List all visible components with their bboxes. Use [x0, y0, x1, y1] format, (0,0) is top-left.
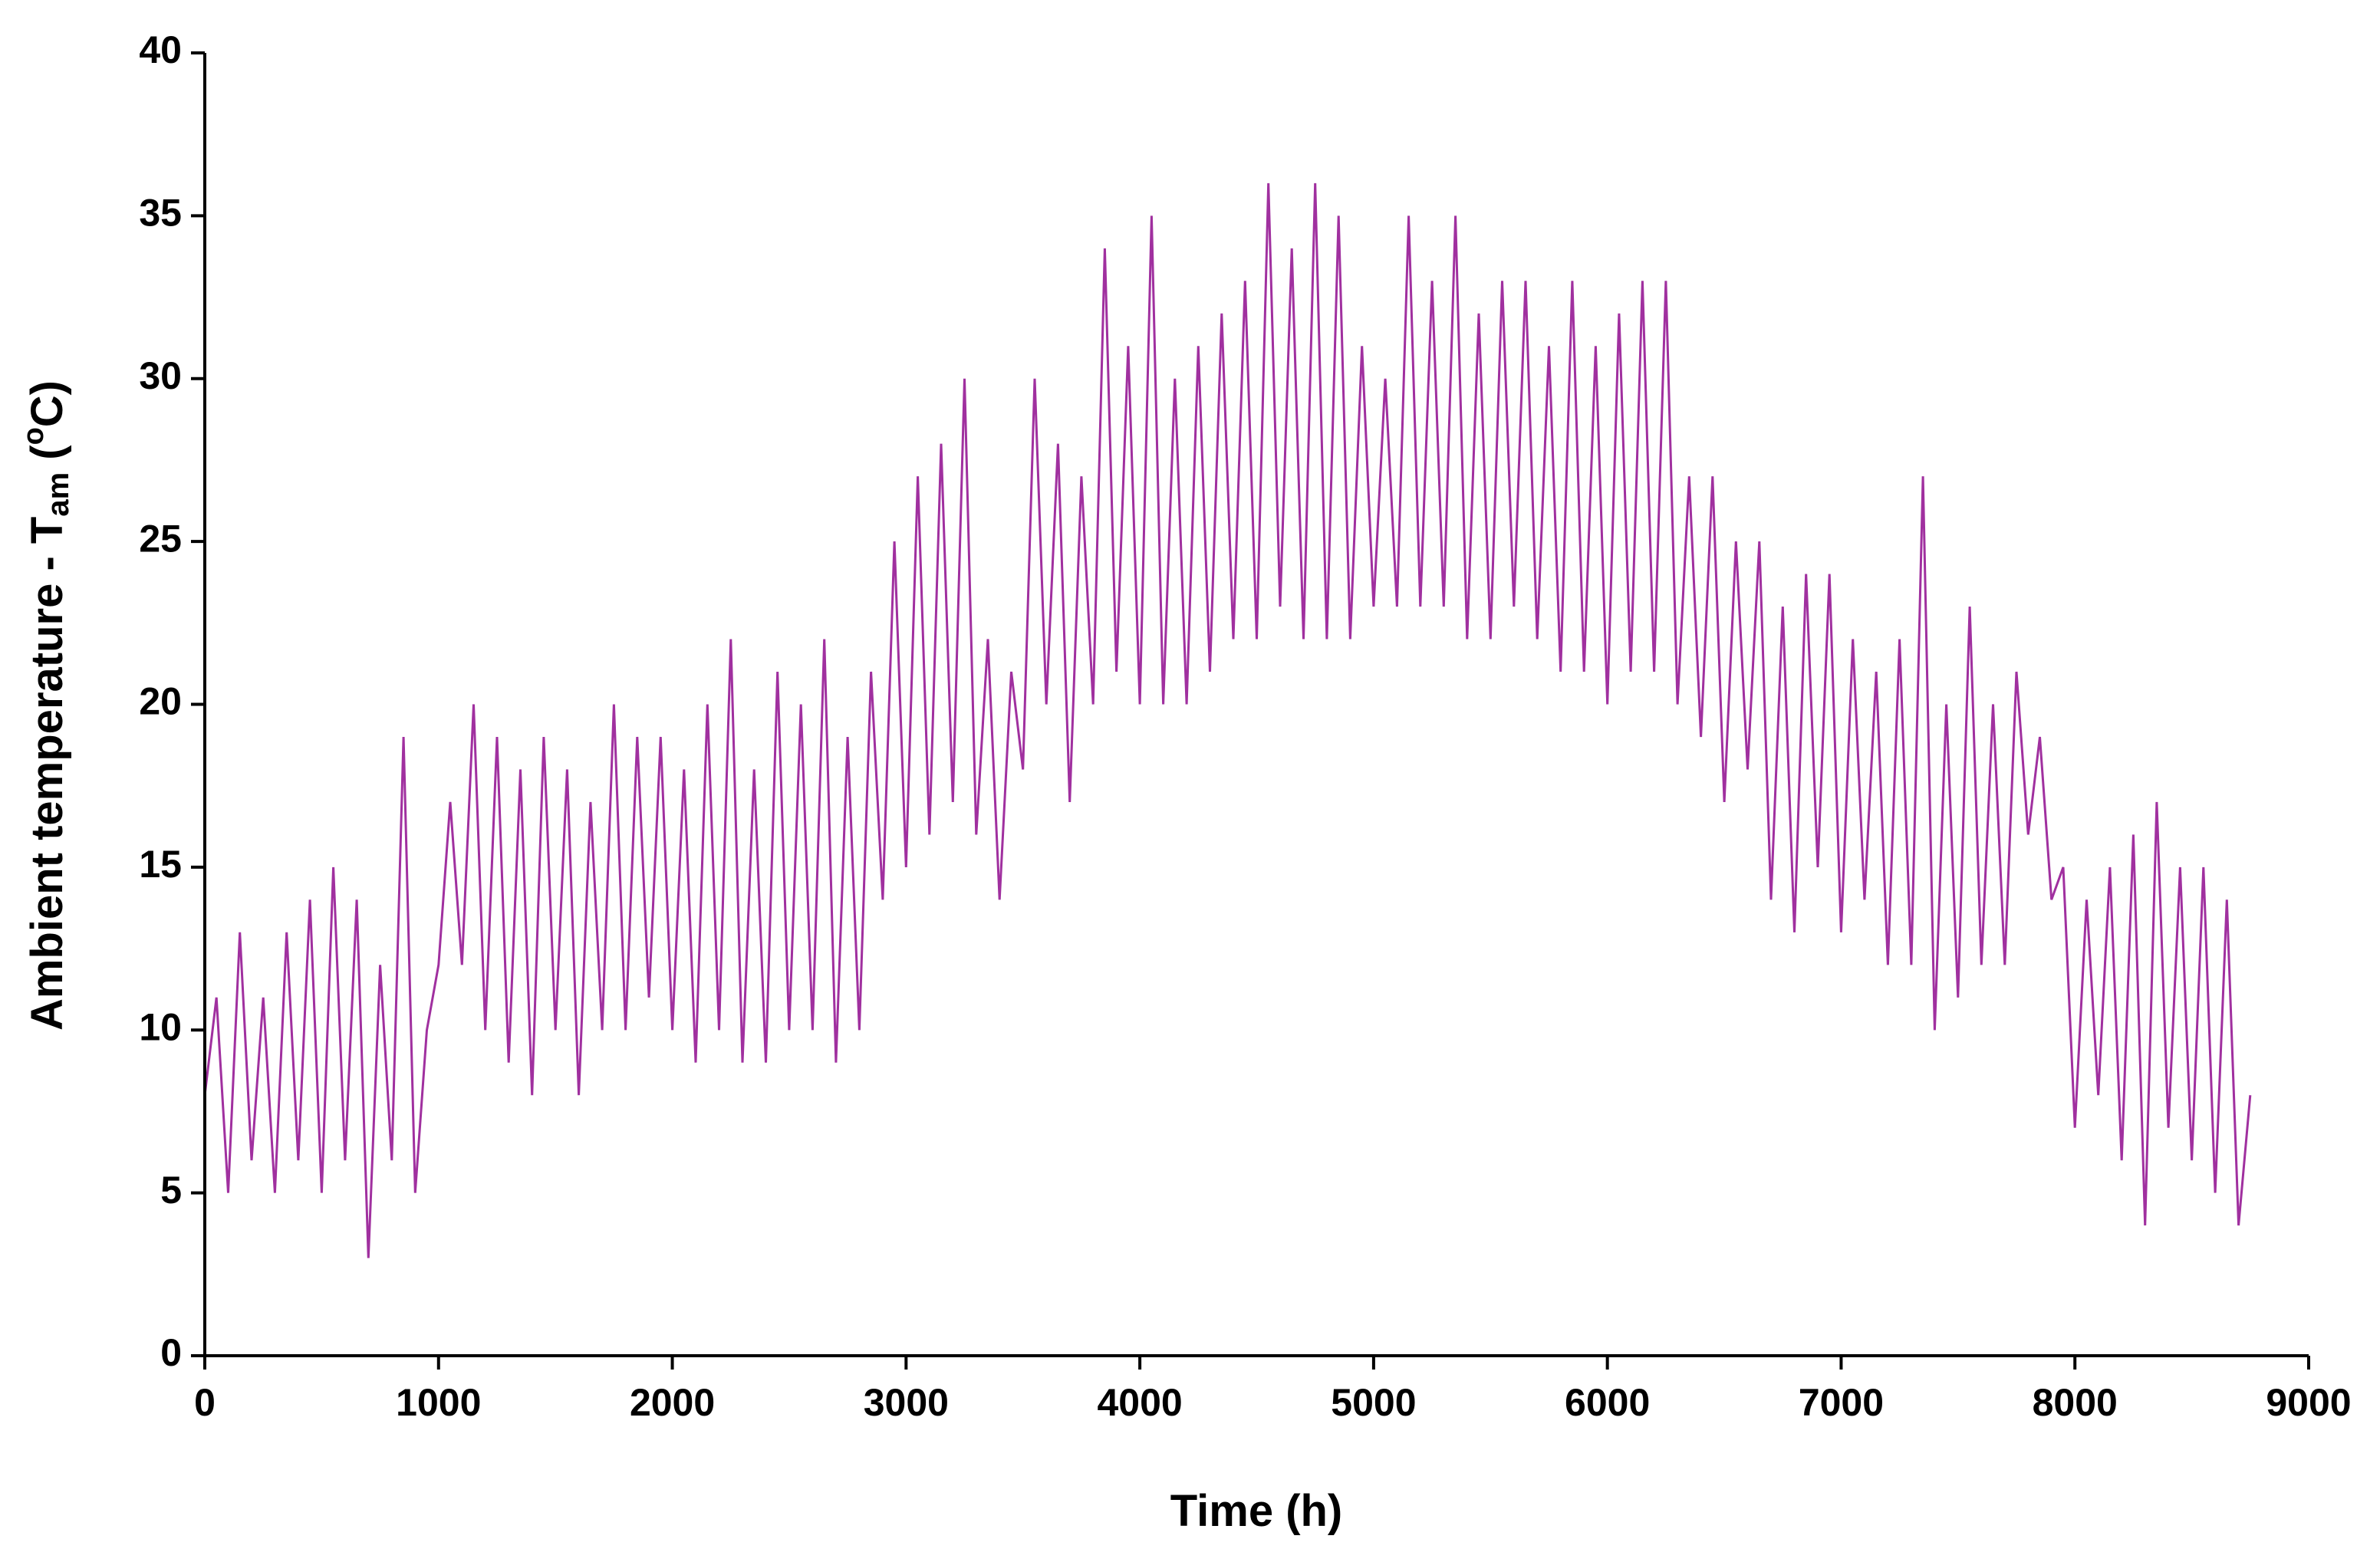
y-axis-title: Ambient temperature - Tam (oC)	[18, 380, 75, 1031]
y-title-main: Ambient temperature - T	[22, 517, 72, 1031]
x-tick-label: 3000	[864, 1381, 949, 1424]
y-title-unit: C)	[22, 380, 72, 427]
y-tick-label: 20	[139, 680, 182, 723]
x-tick-label: 7000	[1799, 1381, 1884, 1424]
x-tick-label: 8000	[2033, 1381, 2118, 1424]
y-tick-label: 0	[160, 1331, 182, 1374]
y-tick-label: 40	[139, 28, 182, 71]
y-tick-label: 10	[139, 1005, 182, 1048]
x-tick-label: 1000	[396, 1381, 481, 1424]
x-tick-label: 5000	[1331, 1381, 1416, 1424]
y-tick-label: 15	[139, 843, 182, 886]
y-title-sub: am	[41, 472, 75, 517]
x-tick-label: 4000	[1097, 1381, 1182, 1424]
x-tick-label: 6000	[1565, 1381, 1650, 1424]
y-title-paren: (	[22, 445, 72, 472]
y-tick-label: 5	[160, 1169, 182, 1212]
data-line	[203, 183, 2252, 1258]
y-title-sup: o	[18, 427, 50, 445]
y-tick-label: 30	[139, 354, 182, 397]
x-axis-title: Time (h)	[1170, 1486, 1343, 1536]
x-tick-label: 0	[194, 1381, 216, 1424]
x-tick-label: 2000	[630, 1381, 715, 1424]
y-tick-label: 35	[139, 192, 182, 235]
y-tick-label: 25	[139, 517, 182, 560]
x-tick-label: 9000	[2266, 1381, 2351, 1424]
